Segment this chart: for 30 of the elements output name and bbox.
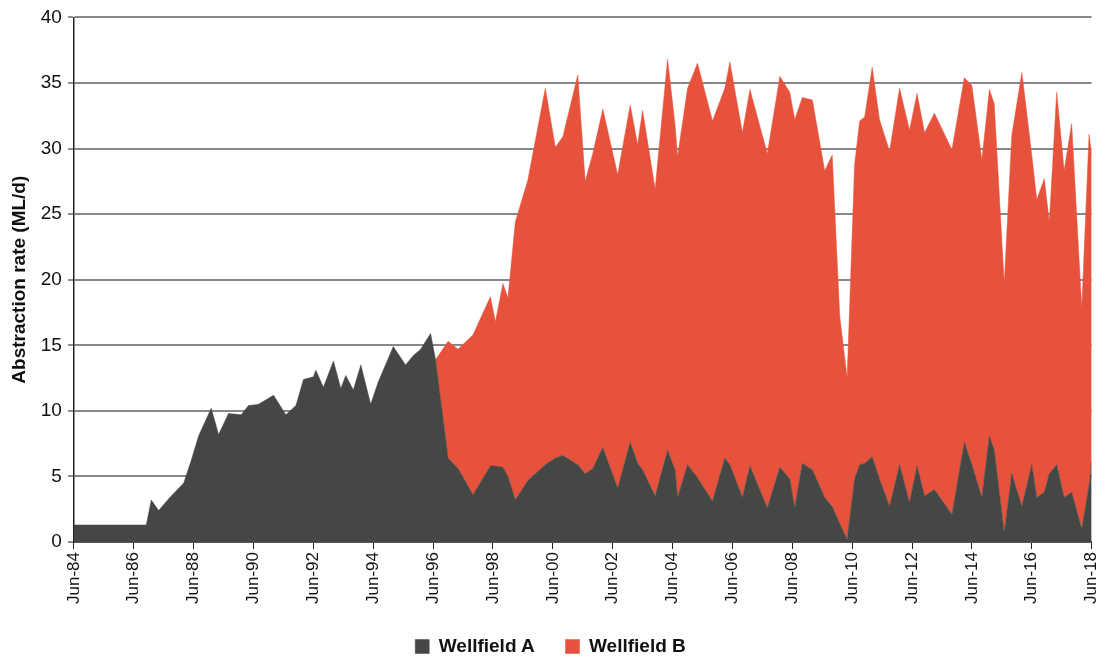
x-tick-label: Jun-90 [243, 552, 263, 604]
y-tick-label: 40 [40, 5, 62, 27]
y-tick-label: 10 [40, 399, 62, 421]
x-tick-label: Jun-92 [303, 552, 323, 604]
y-tick-label: 0 [51, 530, 62, 552]
x-tick-label: Jun-98 [482, 552, 502, 604]
x-tick-label: Jun-94 [362, 552, 382, 604]
y-tick-label: 30 [40, 136, 62, 158]
x-tick-label: Jun-18 [1081, 552, 1101, 604]
x-tick-label: Jun-06 [722, 552, 742, 604]
x-tick-label: Jun-02 [602, 552, 622, 604]
y-tick-label: 5 [51, 464, 62, 486]
x-tick-label: Jun-14 [961, 552, 981, 604]
x-tick-label: Jun-96 [422, 552, 442, 604]
x-tick-label: Jun-08 [782, 552, 801, 604]
x-tick-label: Jun-10 [841, 552, 861, 604]
x-tick-label: Jun-86 [123, 552, 143, 604]
x-tick-label: Jun-16 [1021, 552, 1041, 604]
y-tick-label: 25 [40, 202, 62, 224]
x-tick-label: Jun-04 [662, 552, 682, 604]
legend-label: Wellfield B [589, 634, 686, 656]
x-tick-label: Jun-12 [901, 552, 921, 604]
legend-label: Wellfield A [438, 634, 536, 656]
y-tick-label: 15 [40, 333, 62, 355]
y-axis-title: Abstraction rate (ML/d) [7, 175, 29, 384]
x-tick-label: Jun-00 [542, 552, 562, 604]
y-tick-label: 35 [40, 71, 62, 93]
x-tick-label: Jun-88 [183, 552, 203, 604]
y-tick-label: 20 [40, 267, 62, 289]
x-tick-label: Jun-84 [63, 552, 83, 604]
